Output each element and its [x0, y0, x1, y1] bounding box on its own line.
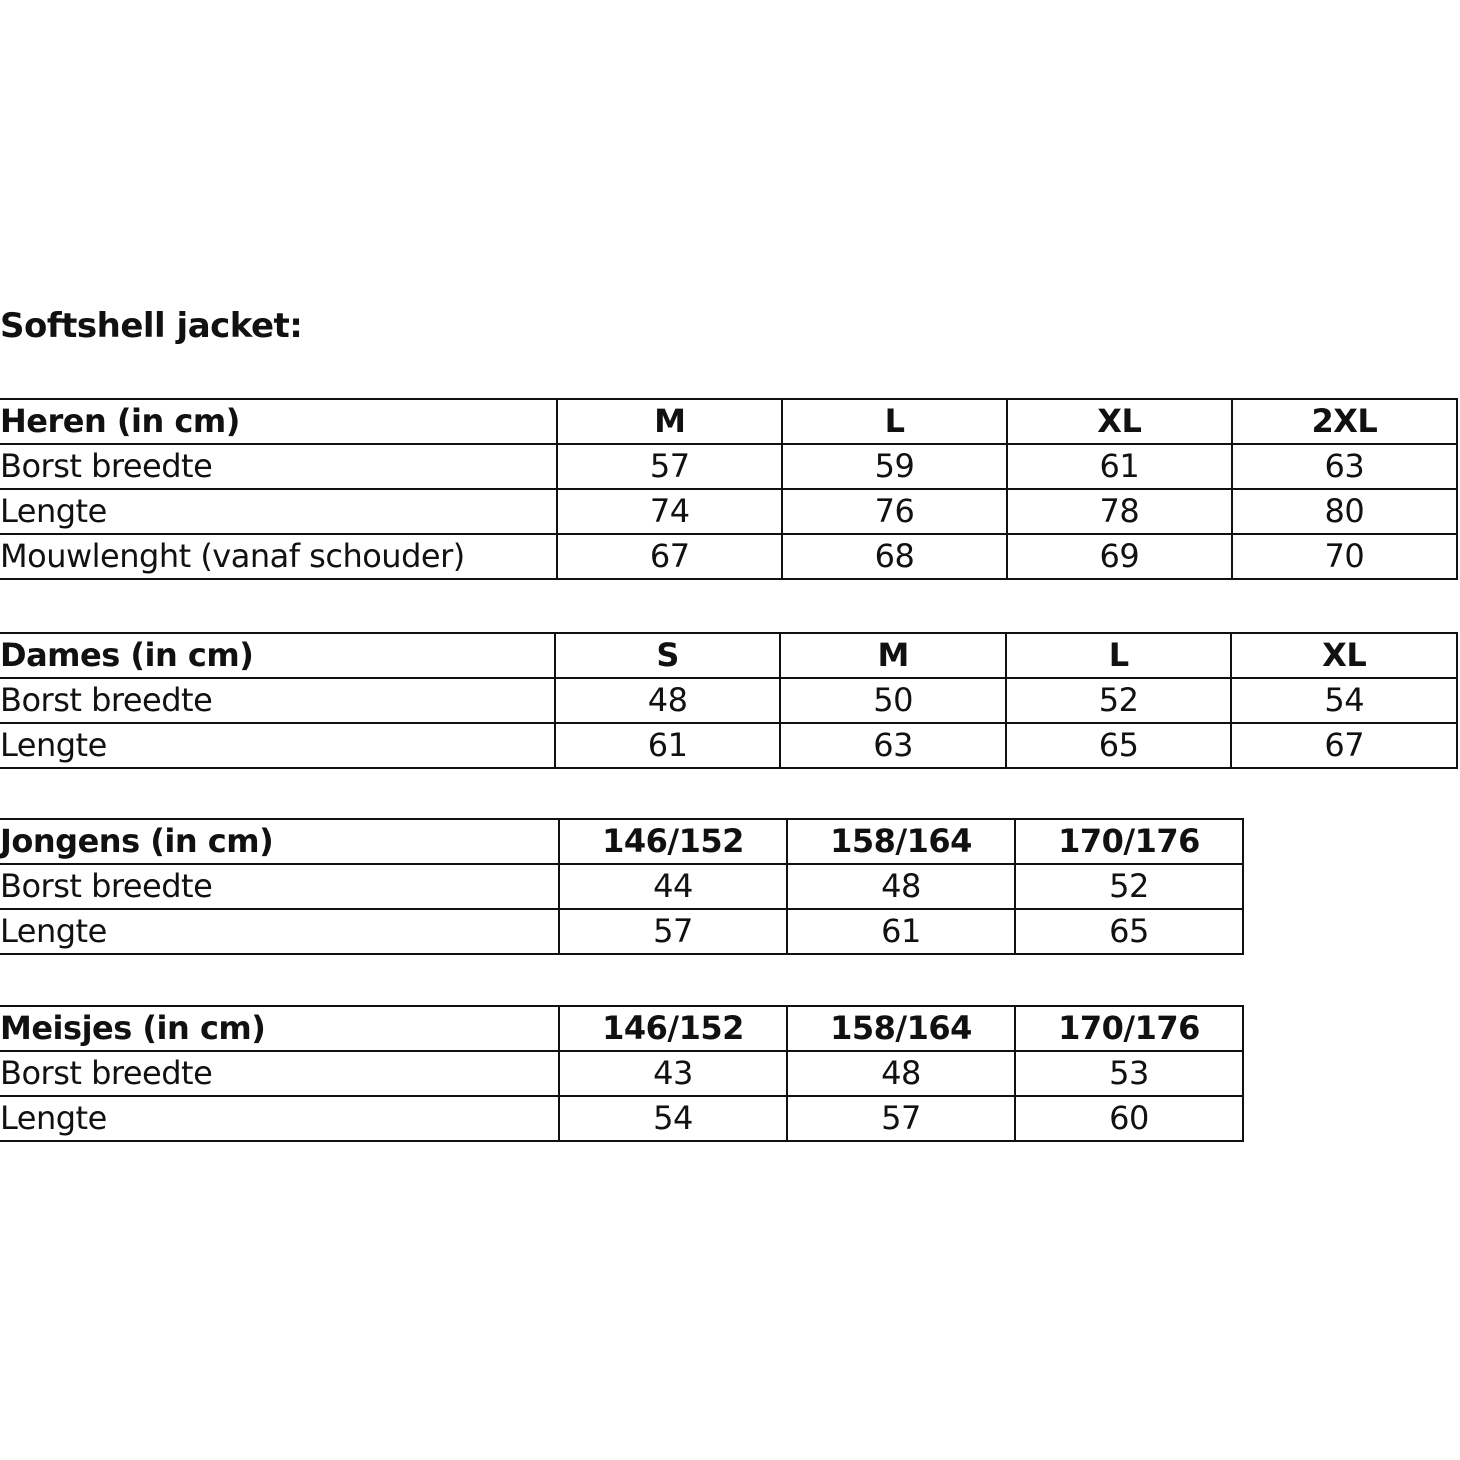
table-header-row: Jongens (in cm) 146/152 158/164 170/176: [0, 818, 1244, 865]
size-cell: 67: [556, 533, 784, 580]
size-cell: 52: [1014, 863, 1244, 910]
size-cell: 52: [1004, 677, 1233, 724]
row-label: Lengte: [0, 1095, 560, 1142]
size-cell: XL: [1005, 398, 1233, 445]
size-cell: 63: [1230, 443, 1459, 490]
size-cell: 61: [786, 908, 1016, 955]
table-row: Lengte 54 57 60: [0, 1095, 1244, 1142]
row-label: Heren (in cm): [0, 398, 559, 445]
size-cell: 170/176: [1014, 818, 1244, 865]
table-header-row: Dames (in cm) S M L XL: [0, 632, 1458, 679]
row-label: Lengte: [0, 722, 556, 769]
table-row: Borst breedte 44 48 52: [0, 863, 1244, 910]
page-title: Softshell jacket:: [0, 306, 303, 346]
row-label: Borst breedte: [0, 863, 560, 910]
size-cell: 48: [553, 677, 782, 724]
size-table-meisjes: Meisjes (in cm) 146/152 158/164 170/176 Bors…: [0, 1005, 1244, 1142]
size-cell: L: [1004, 632, 1233, 679]
size-cell: 67: [1230, 722, 1458, 769]
size-cell: 80: [1230, 488, 1459, 535]
table-row: Lengte 74 76 78 80: [0, 488, 1459, 535]
size-cell: 54: [1230, 677, 1458, 724]
size-cell: M: [556, 398, 784, 445]
size-cell: 63: [779, 722, 1007, 769]
size-cell: 146/152: [558, 818, 788, 865]
size-cell: L: [781, 398, 1008, 445]
table-header-row: Meisjes (in cm) 146/152 158/164 170/176: [0, 1005, 1244, 1052]
size-cell: 61: [553, 722, 782, 769]
size-cell: 44: [558, 863, 788, 910]
size-cell: 74: [556, 488, 784, 535]
size-cell: 60: [1014, 1095, 1244, 1142]
table-row: Borst breedte 48 50 52 54: [0, 677, 1458, 724]
size-cell: 65: [1004, 722, 1233, 769]
size-cell: 76: [781, 488, 1008, 535]
size-cell: 170/176: [1014, 1005, 1244, 1052]
size-cell: 78: [1005, 488, 1233, 535]
size-cell: S: [553, 632, 782, 679]
size-cell: M: [779, 632, 1007, 679]
size-cell: 65: [1014, 908, 1244, 955]
size-cell: 68: [781, 533, 1008, 580]
row-label: Mouwlenght (vanaf schouder): [0, 533, 559, 580]
size-cell: 43: [558, 1050, 788, 1097]
table-row: Mouwlenght (vanaf schouder) 67 68 69 70: [0, 533, 1459, 580]
table-row: Borst breedte 43 48 53: [0, 1050, 1244, 1097]
size-cell: 57: [786, 1095, 1016, 1142]
size-cell: XL: [1230, 632, 1458, 679]
size-cell: 53: [1014, 1050, 1244, 1097]
size-table-dames: Dames (in cm) S M L XL Borst breedte 48 50 52 54 L…: [0, 632, 1458, 769]
row-label: Borst breedte: [0, 677, 556, 724]
row-label: Dames (in cm): [0, 632, 556, 679]
table-row: Borst breedte 57 59 61 63: [0, 443, 1459, 490]
size-cell: 2XL: [1230, 398, 1459, 445]
row-label: Meisjes (in cm): [0, 1005, 560, 1052]
size-table-heren: Heren (in cm) M L XL 2XL Borst breedte 57 59 61 6…: [0, 398, 1459, 580]
table-row: Lengte 61 63 65 67: [0, 722, 1458, 769]
row-label: Jongens (in cm): [0, 818, 560, 865]
table-header-row: Heren (in cm) M L XL 2XL: [0, 398, 1459, 445]
size-cell: 59: [781, 443, 1008, 490]
size-cell: 158/164: [786, 1005, 1016, 1052]
size-cell: 69: [1005, 533, 1233, 580]
size-cell: 146/152: [558, 1005, 788, 1052]
row-label: Lengte: [0, 908, 560, 955]
size-cell: 50: [779, 677, 1007, 724]
size-cell: 57: [556, 443, 784, 490]
size-cell: 48: [786, 863, 1016, 910]
size-table-jongens: Jongens (in cm) 146/152 158/164 170/176 Bors…: [0, 818, 1244, 955]
size-cell: 61: [1005, 443, 1233, 490]
size-cell: 48: [786, 1050, 1016, 1097]
size-cell: 54: [558, 1095, 788, 1142]
row-label: Lengte: [0, 488, 559, 535]
size-cell: 158/164: [786, 818, 1016, 865]
row-label: Borst breedte: [0, 1050, 560, 1097]
table-row: Lengte 57 61 65: [0, 908, 1244, 955]
row-label: Borst breedte: [0, 443, 559, 490]
size-cell: 70: [1230, 533, 1459, 580]
size-cell: 57: [558, 908, 788, 955]
